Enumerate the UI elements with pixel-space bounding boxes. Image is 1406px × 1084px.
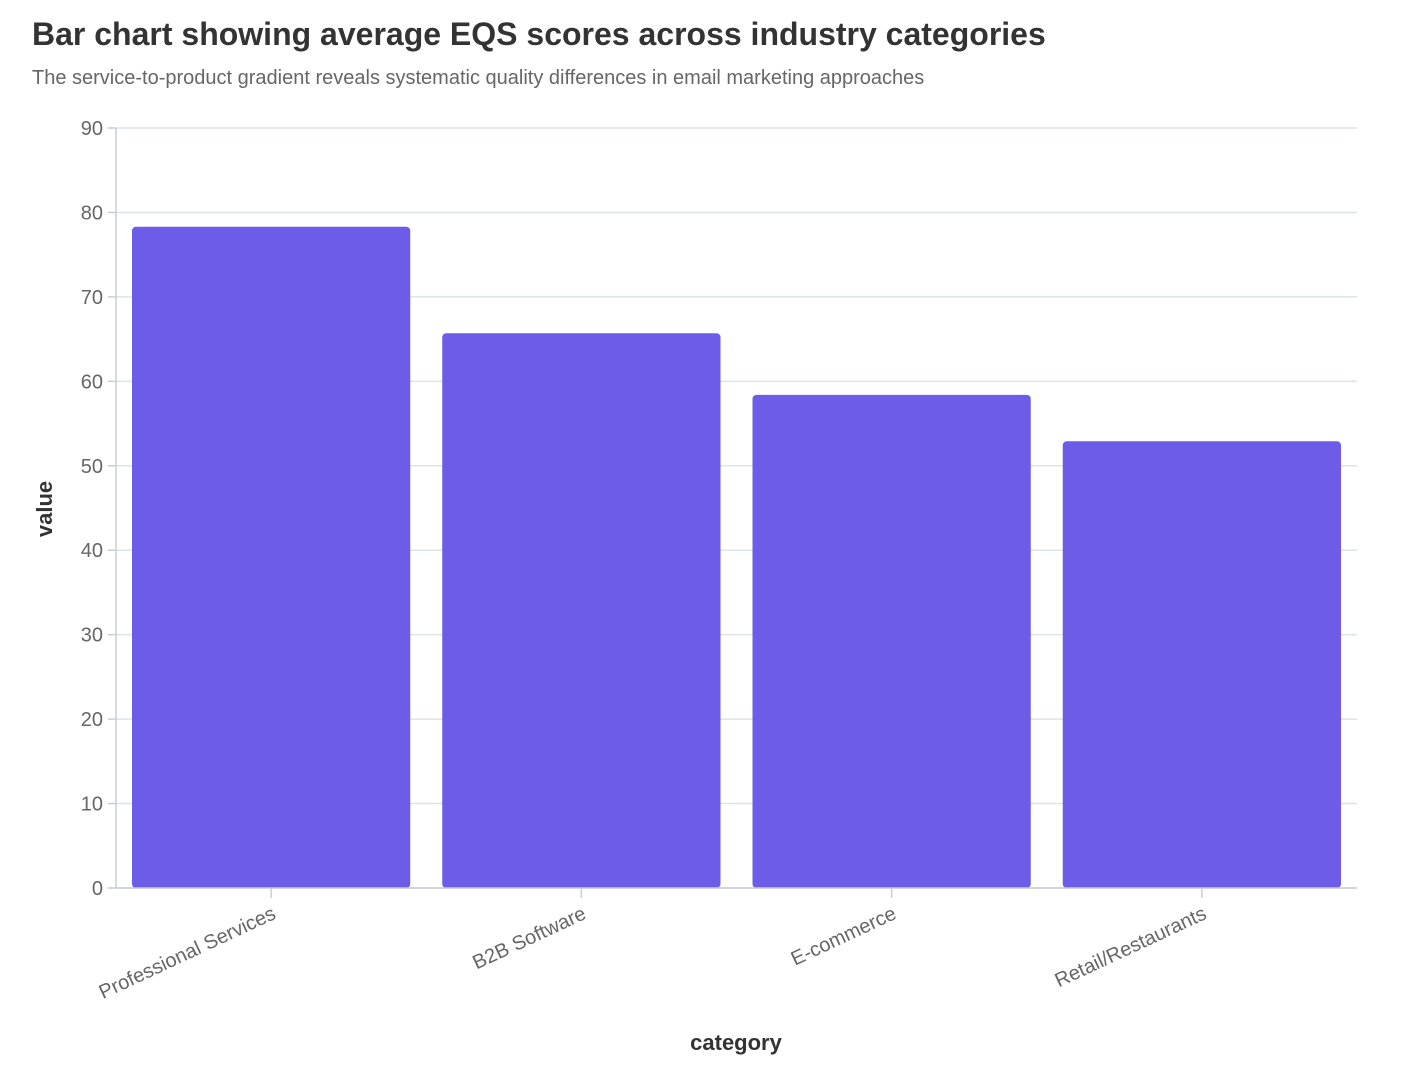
chart-title: Bar chart showing average EQS scores acr… <box>32 16 1046 52</box>
y-tick-label: 80 <box>81 202 103 224</box>
y-tick-label: 10 <box>81 794 103 816</box>
y-tick-label: 70 <box>81 287 103 309</box>
bar[interactable] <box>442 333 721 888</box>
bar[interactable] <box>752 394 1031 888</box>
y-axis-title: value <box>32 481 57 537</box>
bar[interactable] <box>132 226 411 889</box>
bars <box>132 226 1341 889</box>
y-tick-label: 30 <box>81 625 103 647</box>
x-tick-label: E-commerce <box>788 903 900 971</box>
y-tick-label: 40 <box>81 540 103 562</box>
y-axis-ticks: 0 10 20 30 40 50 60 70 80 90 <box>81 118 117 900</box>
bar[interactable] <box>1062 441 1341 888</box>
y-tick-label: 90 <box>81 118 103 140</box>
y-tick-label: 60 <box>81 371 103 393</box>
y-tick-label: 50 <box>81 456 103 478</box>
x-tick-label: B2B Software <box>469 903 589 975</box>
chart-subtitle: The service-to-product gradient reveals … <box>32 67 925 89</box>
y-tick-label: 20 <box>81 709 103 731</box>
x-tick-label: Retail/Restaurants <box>1052 903 1210 992</box>
x-axis-title: category <box>690 1030 782 1055</box>
y-tick-label: 0 <box>92 878 103 900</box>
x-axis: Professional Services B2B Software E-comme… <box>96 887 1357 1004</box>
x-tick-label: Professional Services <box>96 903 280 1004</box>
